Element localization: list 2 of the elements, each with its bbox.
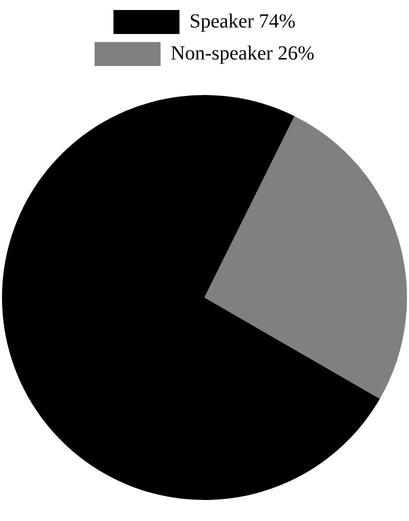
legend-label: Non-speaker 26%	[170, 42, 314, 64]
legend-label: Speaker 74%	[189, 10, 296, 32]
